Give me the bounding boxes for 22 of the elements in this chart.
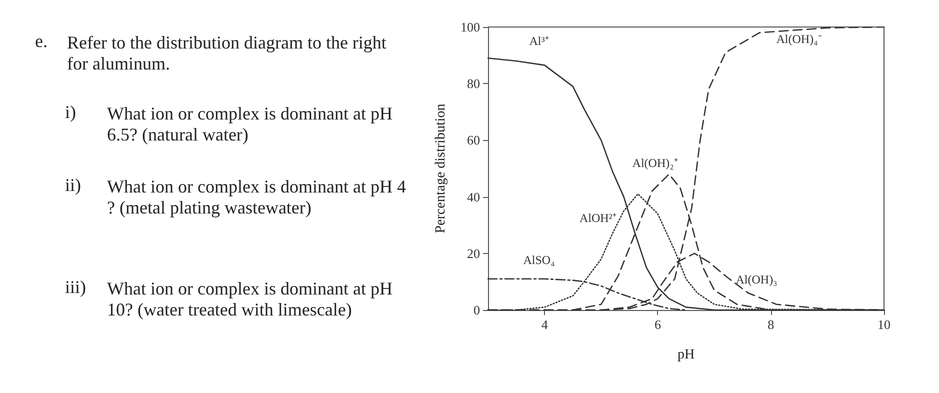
y-axis-title: Percentage distribution [434, 104, 448, 234]
series-label: Al(OH)₂⁺ [632, 156, 678, 170]
text: i) What ion or complex is dominant at pH 6.5? (natural water) [65, 102, 392, 144]
series-label: AlOH²⁺ [579, 210, 616, 225]
y-tick-label: 60 [467, 132, 480, 148]
x-tick-label: 8 [768, 317, 774, 332]
series-label: Al(OH)₃ [736, 272, 778, 286]
y-tick-label: 80 [467, 76, 480, 92]
y-tick-label: 20 [467, 246, 480, 261]
y-tick-label: 0 [474, 302, 480, 318]
series-label: Al³⁺ [529, 34, 549, 48]
y-tick-label: 100 [460, 20, 480, 34]
x-axis-title: pH [677, 348, 695, 362]
y-tick-label: 40 [467, 189, 480, 204]
text: iii) What ion or complex is dominant at pH 10? (water treated with limescale) [65, 277, 397, 320]
x-tick-label: 6 [654, 317, 662, 332]
text: ii) What ion or complex is dominant at pH 4? (metal plating wastewater) [65, 175, 406, 218]
series-label: AlSO₄ [523, 252, 555, 267]
text: e. Refer to the distribution diagram to the right for aluminum. [35, 31, 391, 74]
x-tick-label: 10 [878, 317, 890, 332]
series-label: Al(OH)₄⁻ [776, 32, 822, 46]
x-tick-label: 4 [541, 317, 548, 332]
